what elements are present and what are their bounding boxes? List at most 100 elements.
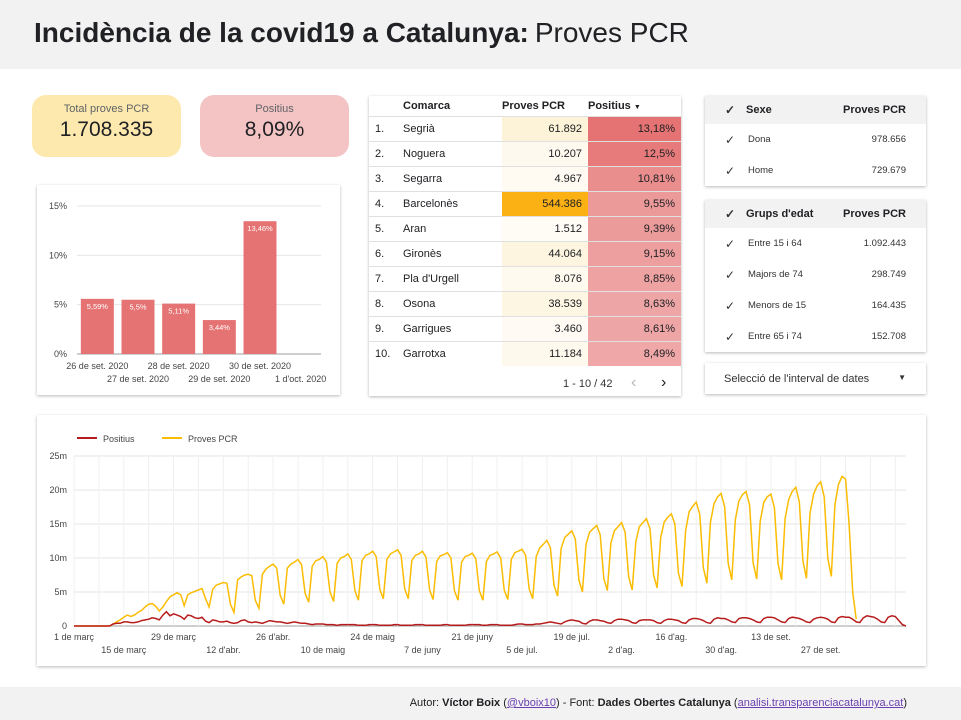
header-comarca[interactable]: Comarca [403,99,451,112]
edat-filter-header[interactable]: ✓ Grups d'edat Proves PCR [705,200,926,228]
table-row[interactable]: 4. Barcelonès 544.386 9,55% [369,190,681,216]
line-x-tick: 24 de maig [350,632,395,642]
bar-x-tick: 1 d'oct. 2020 [275,374,326,384]
line-x-tick: 21 de juny [451,632,493,642]
header-proves-pcr[interactable]: Proves PCR [502,99,565,112]
footer-handle-link[interactable]: @vboix10 [506,697,557,709]
filter-row[interactable]: ✓ Dona 978.656 [705,124,926,155]
bar-x-tick: 30 de set. 2020 [229,361,291,371]
line-x-tick: 16 d'ag. [655,632,687,642]
table-row[interactable]: 1. Segrià 61.892 13,18% [369,115,681,141]
footer-mid: - Font: [559,697,598,709]
bar-value-label: 5,59% [87,302,109,311]
footer-author: Víctor Boix [442,697,501,709]
chevron-right-icon[interactable]: › [661,374,667,391]
filter-row-value: 152.708 [871,331,906,342]
row-positius: 8,61% [588,315,681,341]
filter-row-label: Home [748,165,774,176]
bar-x-tick: 28 de set. 2020 [148,361,210,371]
sexe-filter: ✓ Sexe Proves PCR ✓ Dona 978.656 ✓ Home 729.6… [705,96,926,186]
check-icon[interactable]: ✓ [725,237,736,251]
check-icon[interactable]: ✓ [725,330,736,344]
filter-row[interactable]: ✓ Entre 65 i 74 152.708 [705,321,926,352]
filter-row-value: 729.679 [871,165,906,176]
row-proves-pcr: 3.460 [502,315,588,341]
row-index: 4. [369,190,399,216]
filter-row[interactable]: ✓ Entre 15 i 64 1.092.443 [705,228,926,259]
row-index: 1. [369,115,399,141]
check-icon: ✓ [725,207,736,221]
table-pager: 1 - 10 / 42 ‹ › [369,374,681,394]
line-x-tick: 13 de set. [751,632,791,642]
check-icon[interactable]: ✓ [725,133,736,147]
row-proves-pcr: 10.207 [502,140,588,166]
footer-url-link[interactable]: analisi.transparenciacatalunya.cat [737,697,904,709]
line-x-tick: 26 d'abr. [256,632,290,642]
bar-y-tick: 10% [49,250,67,260]
kpi-label: Positius [255,103,294,115]
check-icon[interactable]: ✓ [725,299,736,313]
bar-y-tick: 5% [54,300,67,310]
table-row[interactable]: 5. Aran 1.512 9,39% [369,215,681,241]
comarca-table: Comarca Proves PCR Positius ▼ 1. Segrià 61… [369,96,681,396]
row-proves-pcr: 1.512 [502,215,588,241]
date-range-selector[interactable]: Selecció de l'interval de dates ▼ [705,363,926,394]
row-comarca: Barcelonès [399,190,502,216]
row-positius: 12,5% [588,140,681,166]
table-row[interactable]: 3. Segarra 4.967 10,81% [369,165,681,191]
kpi-total-pcr: Total proves PCR 1.708.335 [32,95,181,157]
filter-row-label: Menors de 15 [748,300,807,311]
series-line-positius [74,610,907,627]
line-x-tick: 10 de maig [301,645,346,655]
bar [202,320,236,354]
row-comarca: Noguera [399,140,502,166]
header-positius[interactable]: Positius ▼ [588,96,681,116]
row-proves-pcr: 8.076 [502,265,588,291]
filter-header-label: Sexe [746,104,772,116]
chevron-left-icon[interactable]: ‹ [631,374,637,391]
row-comarca: Pla d'Urgell [399,265,502,291]
line-x-tick: 27 de set. [801,645,841,655]
row-index: 2. [369,140,399,166]
page-title-main: Incidència de la covid19 a Catalunya: [34,17,529,48]
bar [80,298,114,354]
check-icon[interactable]: ✓ [725,164,736,178]
filter-row-label: Entre 15 i 64 [748,238,802,249]
comarca-table-grid: Comarca Proves PCR Positius ▼ 1. Segrià 61… [369,96,681,366]
line-y-tick: 25m [49,451,67,461]
table-row[interactable]: 8. Osona 38.539 8,63% [369,290,681,316]
filter-row-label: Majors de 74 [748,269,803,280]
row-index: 9. [369,315,399,341]
row-positius: 9,55% [588,190,681,216]
page-title: Incidència de la covid19 a Catalunya: Pro… [34,17,689,49]
table-row[interactable]: 2. Noguera 10.207 12,5% [369,140,681,166]
filter-row-value: 164.435 [871,300,906,311]
row-index: 8. [369,290,399,316]
dropdown-arrow-icon: ▼ [898,373,906,382]
check-icon[interactable]: ✓ [725,268,736,282]
filter-row[interactable]: ✓ Menors de 15 164.435 [705,290,926,321]
table-row[interactable]: 6. Gironès 44.064 9,15% [369,240,681,266]
row-proves-pcr: 61.892 [502,115,588,141]
line-y-tick: 20m [49,485,67,495]
filter-row-label: Dona [748,134,771,145]
bar-x-tick: 26 de set. 2020 [66,361,128,371]
sexe-filter-header[interactable]: ✓ Sexe Proves PCR [705,96,926,124]
table-row[interactable]: 9. Garrigues 3.460 8,61% [369,315,681,341]
table-header-row: Comarca Proves PCR Positius ▼ [369,96,681,116]
filter-header-label: Grups d'edat [746,208,814,220]
filter-row[interactable]: ✓ Home 729.679 [705,155,926,186]
legend-label: Proves PCR [188,434,238,444]
line-x-tick: 30 d'ag. [705,645,737,655]
table-row[interactable]: 10. Garrotxa 11.184 8,49% [369,340,681,366]
table-row[interactable]: 7. Pla d'Urgell 8.076 8,85% [369,265,681,291]
filter-row[interactable]: ✓ Majors de 74 298.749 [705,259,926,290]
footer-bar: Autor: Víctor Boix (@vboix10) - Font: Da… [0,687,961,720]
bar-chart-svg: 0% 5% 10% 15% 5,59% 26 de set. 2020 5,5% 27 de … [49,201,326,384]
line-x-tick: 29 de març [151,632,197,642]
row-positius: 8,49% [588,340,681,366]
bar-value-label: 3,44% [209,323,231,332]
line-x-tick: 19 de jul. [554,632,591,642]
legend-label: Positius [103,434,135,444]
row-proves-pcr: 44.064 [502,240,588,266]
